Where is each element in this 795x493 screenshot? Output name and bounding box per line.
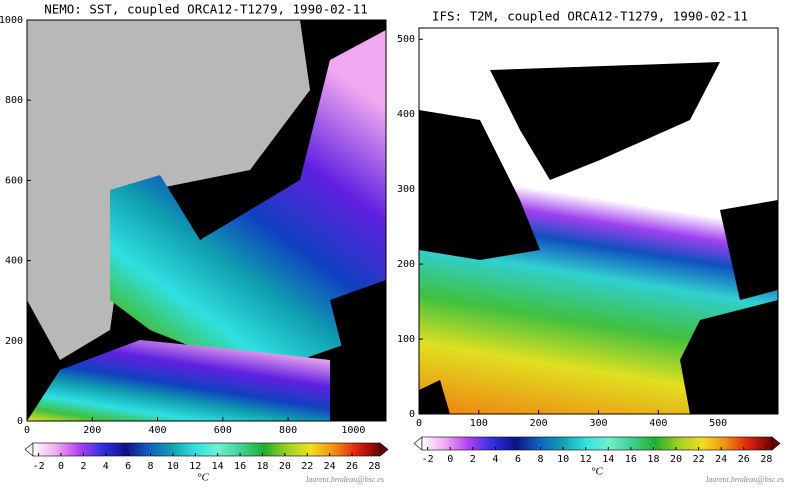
colorbar-arrow <box>771 436 781 451</box>
y-tick-label: 200 <box>397 259 415 270</box>
colorbar-tick-label: 8 <box>538 454 544 465</box>
colorbar-tick-label: 10 <box>557 454 569 465</box>
y-tick-label: 0 <box>17 416 23 427</box>
colorbar-arrow <box>24 442 34 457</box>
x-tick-label: 500 <box>709 418 727 429</box>
panel-title: NEMO: SST, coupled ORCA12-T1279, 1990-02… <box>44 2 368 17</box>
y-tick-label: 800 <box>5 95 23 106</box>
x-tick-label: 300 <box>589 418 607 429</box>
colorbar-tick-label: 24 <box>324 461 336 472</box>
x-tick-label: 800 <box>279 425 297 436</box>
t2m-map <box>419 28 778 414</box>
y-tick-label: 200 <box>5 336 23 347</box>
y-tick-label: 300 <box>397 184 415 195</box>
x-tick-label: 400 <box>649 418 667 429</box>
y-tick-label: 100 <box>397 334 415 345</box>
credit: laurent.brodeau@bsc.es <box>306 475 384 484</box>
colorbar-tick-label: 20 <box>279 461 291 472</box>
sst-map <box>27 20 386 421</box>
colorbar-tick-label: 2 <box>80 461 86 472</box>
colorbar <box>421 436 773 451</box>
x-tick-label: 200 <box>530 418 548 429</box>
colorbar-tick-label: 12 <box>580 454 592 465</box>
colorbar-tick-label: 18 <box>647 454 659 465</box>
y-tick-label: 1000 <box>0 15 23 26</box>
colorbar-unit: °C <box>197 472 209 484</box>
x-tick-label: 0 <box>416 418 422 429</box>
colorbar-tick-label: 28 <box>368 461 380 472</box>
y-tick-label: 600 <box>5 175 23 186</box>
x-tick-label: 400 <box>149 425 167 436</box>
x-tick-label: 0 <box>24 425 30 436</box>
y-tick-label: 400 <box>5 256 23 267</box>
colorbar-tick-label: 28 <box>760 454 772 465</box>
colorbar-tick-label: 16 <box>234 461 246 472</box>
colorbar-tick-label: 14 <box>212 461 224 472</box>
credit: laurent.brodeau@bsc.es <box>706 475 784 484</box>
colorbar-tick-label: 12 <box>189 461 201 472</box>
colorbar <box>32 442 381 457</box>
colorbar-tick-label: 10 <box>167 461 179 472</box>
x-tick-label: 1000 <box>341 425 365 436</box>
colorbar-unit: °C <box>591 466 603 478</box>
colorbar-tick-label: 6 <box>515 454 521 465</box>
x-tick-label: 200 <box>83 425 101 436</box>
colorbar-arrow <box>413 436 423 451</box>
x-tick-label: 600 <box>214 425 232 436</box>
y-tick-label: 0 <box>409 409 415 420</box>
colorbar-tick-label: 0 <box>58 461 64 472</box>
colorbar-tick-label: 14 <box>602 454 614 465</box>
y-tick-label: 400 <box>397 109 415 120</box>
colorbar-tick-label: 16 <box>625 454 637 465</box>
colorbar-tick-label: -2 <box>33 461 45 472</box>
colorbar-arrow <box>379 442 389 457</box>
colorbar-tick-label: -2 <box>422 454 434 465</box>
colorbar-tick-label: 26 <box>738 454 750 465</box>
colorbar-tick-label: 24 <box>715 454 727 465</box>
colorbar-tick-label: 8 <box>148 461 154 472</box>
colorbar-tick-label: 6 <box>125 461 131 472</box>
colorbar-tick-label: 22 <box>301 461 313 472</box>
colorbar-tick-label: 26 <box>346 461 358 472</box>
frame <box>26 19 387 422</box>
x-tick-label: 100 <box>470 418 488 429</box>
y-tick-label: 500 <box>397 34 415 45</box>
panel-title: IFS: T2M, coupled ORCA12-T1279, 1990-02-… <box>432 9 748 24</box>
colorbar-tick-label: 4 <box>492 454 498 465</box>
colorbar-tick-label: 20 <box>670 454 682 465</box>
colorbar-tick-label: 4 <box>103 461 109 472</box>
colorbar-tick-label: 2 <box>470 454 476 465</box>
colorbar-tick-label: 0 <box>447 454 453 465</box>
colorbar-tick-label: 18 <box>256 461 268 472</box>
colorbar-tick-label: 22 <box>693 454 705 465</box>
